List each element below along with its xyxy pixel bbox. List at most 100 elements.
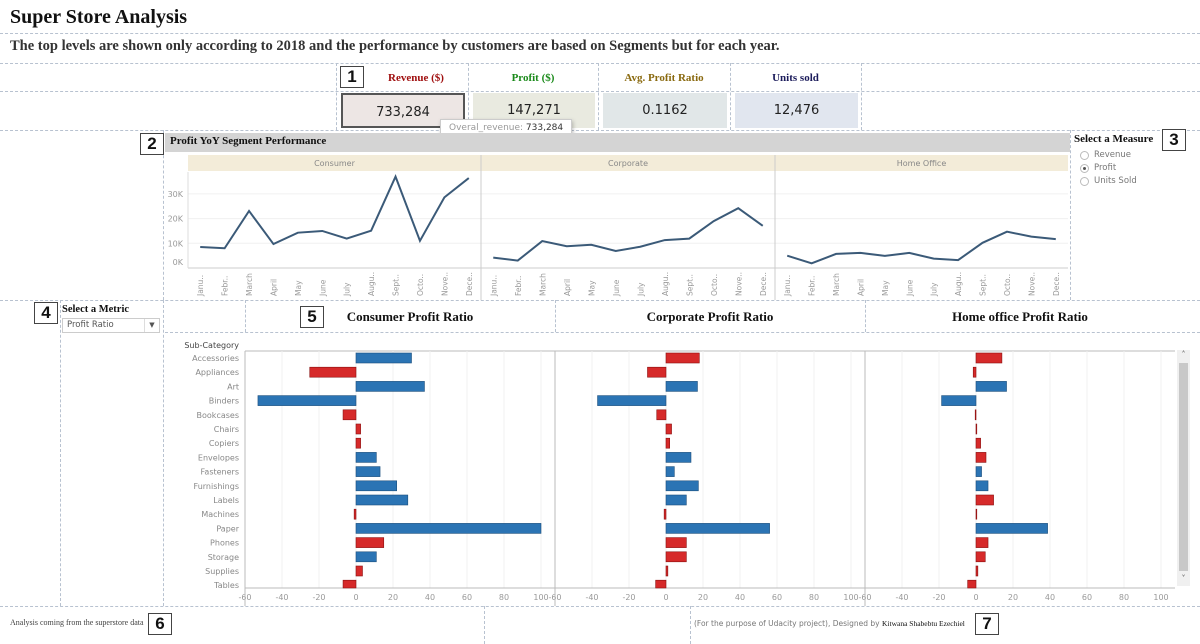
- bar-tables: [967, 579, 977, 589]
- category-label: Phones: [210, 539, 239, 548]
- bar-phones: [355, 537, 385, 548]
- bar-phones: [665, 537, 687, 548]
- x-tick-label: 20: [1008, 593, 1018, 602]
- x-tick-label: July: [636, 282, 645, 297]
- x-tick-label: 40: [1045, 593, 1055, 602]
- kpi-label: Revenue ($): [388, 72, 444, 84]
- bar-art: [355, 381, 425, 392]
- metric-selector-title: Select a Metric: [62, 304, 130, 315]
- category-label: Bookcases: [197, 411, 239, 420]
- marker-5: 5: [300, 306, 324, 328]
- category-label: Tables: [213, 581, 239, 590]
- x-tick-label: 20: [698, 593, 708, 602]
- kpi-value[interactable]: 12,476: [735, 93, 858, 128]
- line-chart-title: Profit YoY Segment Performance: [170, 135, 327, 147]
- marker-3: 3: [1162, 129, 1186, 151]
- marker-6: 6: [148, 613, 172, 635]
- divider: [0, 300, 1200, 301]
- scroll-down-icon[interactable]: ˅: [1181, 574, 1186, 583]
- x-tick-label: 100: [1153, 593, 1168, 602]
- x-tick-label: March: [538, 273, 547, 296]
- x-tick-label: May: [294, 280, 303, 296]
- marker-4: 4: [34, 302, 58, 324]
- bar-machines: [353, 508, 357, 520]
- x-tick-label: Febr..: [514, 276, 523, 296]
- category-label: Art: [227, 382, 239, 391]
- bar-paper: [975, 523, 1048, 534]
- scroll-up-icon[interactable]: ˄: [1181, 350, 1186, 359]
- x-tick-label: June: [612, 279, 621, 297]
- corporate-bar-title: Corporate Profit Ratio: [646, 309, 774, 324]
- x-tick-label: 80: [809, 593, 819, 602]
- bar-paper: [665, 523, 770, 534]
- bar-chairs: [665, 423, 672, 435]
- scrollbar[interactable]: ˄ ˅: [1177, 350, 1190, 586]
- x-tick-label: Febr..: [221, 276, 230, 296]
- home-office-bar-title: Home office Profit Ratio: [952, 309, 1088, 324]
- metric-dropdown-value: Profit Ratio: [67, 320, 114, 330]
- x-tick-label: July: [930, 282, 939, 297]
- y-tick-label: 30K: [168, 190, 184, 199]
- bar-fasteners: [355, 466, 381, 477]
- x-tick-label: March: [245, 273, 254, 296]
- metric-dropdown[interactable]: Profit Ratio ▼: [62, 318, 160, 333]
- bar-envelopes: [975, 452, 987, 463]
- x-tick-label: April: [563, 279, 572, 296]
- bar-tables: [655, 579, 667, 589]
- x-tick-label: 100: [533, 593, 548, 602]
- facet-label: Corporate: [608, 159, 648, 168]
- bar-appliances: [972, 366, 977, 378]
- bar-art: [975, 381, 1007, 392]
- facet-label: Home Office: [897, 159, 947, 168]
- radio-icon[interactable]: [1080, 150, 1089, 160]
- bar-supplies: [665, 565, 669, 577]
- tooltip-value: 733,284: [525, 123, 564, 133]
- radio-icon[interactable]: [1080, 176, 1089, 186]
- category-label: Fasteners: [201, 468, 239, 477]
- radio-icon[interactable]: [1080, 163, 1089, 173]
- x-tick-label: Augu..: [367, 272, 376, 296]
- x-tick-label: -20: [622, 593, 635, 602]
- chevron-down-icon[interactable]: ▼: [144, 319, 159, 332]
- x-tick-label: Febr..: [808, 276, 817, 296]
- bar-binders: [257, 395, 357, 406]
- divider: [0, 606, 1200, 607]
- x-tick-label: 0: [663, 593, 668, 602]
- bar-storage: [975, 551, 986, 563]
- kpi-value[interactable]: 733,284: [341, 93, 465, 128]
- line-chart-header: [165, 133, 1070, 152]
- measure-radio[interactable]: Profit: [1080, 163, 1116, 173]
- kpi-label: Units sold: [772, 72, 819, 84]
- x-tick-label: -40: [895, 593, 908, 602]
- series-line-home-office: [786, 230, 1056, 265]
- facet-header: [188, 155, 481, 171]
- bar-storage: [355, 551, 377, 563]
- dashboard-subtitle: The top levels are shown only according …: [10, 38, 780, 54]
- scrollbar-thumb[interactable]: [1179, 363, 1188, 571]
- x-tick-label: Octo..: [710, 274, 719, 296]
- x-tick-label: Nove..: [734, 272, 743, 296]
- bar-furnishings: [355, 480, 398, 492]
- bar-chairs: [355, 423, 361, 435]
- kpi-value[interactable]: 0.1162: [603, 93, 727, 128]
- dashboard-title: Super Store Analysis: [10, 6, 188, 28]
- bar-envelopes: [665, 452, 692, 463]
- bar-fasteners: [975, 466, 982, 477]
- x-tick-label: 80: [499, 593, 509, 602]
- x-tick-label: 60: [1082, 593, 1092, 602]
- category-label: Machines: [201, 510, 239, 519]
- bar-binders: [941, 395, 977, 406]
- x-tick-label: June: [905, 279, 914, 297]
- bar-paper: [355, 523, 542, 534]
- x-tick-label: Dece..: [759, 272, 768, 296]
- x-tick-label: Sept..: [685, 274, 694, 296]
- x-tick-label: March: [832, 273, 841, 296]
- footer-credit: (For the purpose of Udacity project), De…: [694, 619, 965, 628]
- x-tick-label: Octo..: [1003, 274, 1012, 296]
- x-tick-label: -40: [585, 593, 598, 602]
- measure-radio[interactable]: Units Sold: [1080, 176, 1137, 186]
- category-label: Envelopes: [198, 453, 239, 462]
- measure-radio[interactable]: Revenue: [1080, 150, 1131, 160]
- x-tick-label: 60: [462, 593, 472, 602]
- bar-envelopes: [355, 452, 377, 463]
